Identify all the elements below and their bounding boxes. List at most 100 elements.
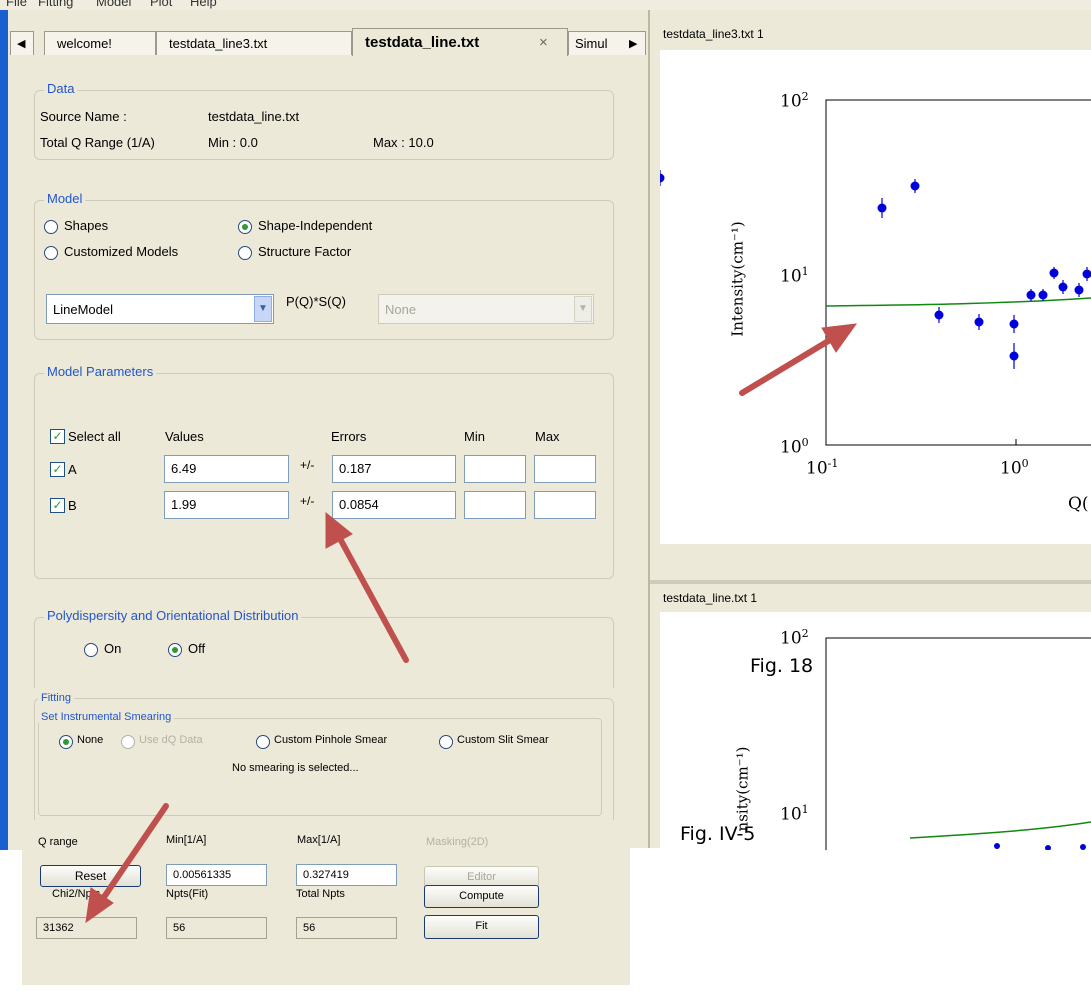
radio-structure-factor[interactable] (238, 246, 252, 260)
tick-exp: 0 (801, 436, 809, 449)
tab-scroll-left-icon[interactable]: ◀ (10, 31, 34, 55)
npts-fit-label: Npts(Fit) (166, 888, 209, 900)
menu-plot[interactable]: Plot (150, 0, 173, 9)
param-a-label: A (68, 462, 77, 477)
plot1-data-point (1074, 285, 1084, 295)
tick-exp: 1 (801, 265, 809, 278)
q-max-header: Max[1/A] (297, 834, 341, 846)
tick-base: 10 (780, 628, 802, 649)
tick-exp: 2 (801, 627, 809, 640)
fit-button[interactable]: Fit (424, 915, 539, 939)
plot2-canvas[interactable] (660, 612, 1091, 850)
menu-model[interactable]: Model (96, 0, 132, 9)
chevron-down-icon[interactable]: ▼ (254, 296, 272, 322)
select-all-checkbox[interactable]: ✓ (50, 429, 65, 444)
q-min-header: Min[1/A] (166, 834, 207, 846)
reset-button[interactable]: Reset (40, 865, 141, 887)
smearing-group (38, 718, 602, 816)
tick-base: 10 (780, 804, 802, 825)
radio-smear-pinhole[interactable] (256, 735, 270, 749)
plot1-data-point (660, 173, 665, 183)
param-b-max-input[interactable] (534, 491, 596, 519)
radio-smear-none[interactable] (59, 735, 73, 749)
q-max-value: Max : 10.0 (373, 135, 434, 150)
plot1-ytick-bottom: 100 (780, 436, 809, 458)
structure-factor-select[interactable]: None ▼ (378, 294, 594, 324)
tab-bar: ◀ welcome! testdata_line3.txt testdata_l… (8, 27, 648, 56)
menu-file[interactable]: File (6, 0, 27, 9)
radio-customized-models[interactable] (44, 246, 58, 260)
tab-label: testdata_line3.txt (169, 36, 268, 51)
plot2-data-point (1045, 845, 1051, 850)
plot1-data-point (1009, 351, 1019, 361)
param-a-min-input[interactable] (464, 455, 526, 483)
tab-scroll-right-icon[interactable]: ▶ (629, 38, 638, 50)
plot1-ylabel: Intensity(cm⁻¹) (728, 221, 747, 337)
figure-caption-iv5: Fig. IV-5 (680, 823, 756, 845)
plot1-fit-line (825, 297, 1091, 307)
radio-smear-pinhole-label: Custom Pinhole Smear (274, 734, 388, 746)
total-npts-label: Total Npts (296, 888, 345, 900)
plot1-xtick-0: 10-1 (806, 457, 838, 479)
menu-fitting[interactable]: Fitting (38, 0, 74, 9)
panel-splitter[interactable] (648, 10, 650, 850)
select-all-label: Select all (68, 429, 121, 444)
tab-welcome[interactable]: welcome! (44, 31, 156, 55)
param-a-value-input[interactable]: 6.49 (164, 455, 289, 483)
q-min-input[interactable]: 0.00561335 (166, 864, 267, 886)
tab-simul[interactable]: Simul ▶ (568, 31, 646, 55)
tick-exp: 1 (801, 803, 809, 816)
smearing-group-title: Set Instrumental Smearing (38, 711, 175, 723)
polydispersity-title: Polydispersity and Orientational Distrib… (44, 608, 302, 623)
tick-exp: 0 (1021, 457, 1029, 470)
param-b-min-input[interactable] (464, 491, 526, 519)
radio-poly-off[interactable] (168, 643, 182, 657)
param-b-value-input[interactable]: 1.99 (164, 491, 289, 519)
radio-smear-slit[interactable] (439, 735, 453, 749)
param-b-checkbox[interactable]: ✓ (50, 498, 65, 513)
tab-close-icon[interactable]: × (539, 34, 548, 51)
caption-area (630, 848, 1091, 991)
radio-smear-slit-label: Custom Slit Smear (457, 734, 549, 746)
plot2-title: testdata_line.txt 1 (663, 591, 758, 605)
model-select[interactable]: LineModel ▼ (46, 294, 274, 324)
plot1-data-point (1082, 269, 1091, 279)
chi2-value: 31362 (36, 917, 137, 939)
radio-shape-independent[interactable] (238, 220, 252, 234)
fit-panel (8, 10, 648, 850)
plot1-data-point (910, 181, 920, 191)
radio-poly-on[interactable] (84, 643, 98, 657)
radio-structure-factor-label: Structure Factor (258, 244, 352, 259)
q-max-input[interactable]: 0.327419 (296, 864, 397, 886)
radio-shapes[interactable] (44, 220, 58, 234)
plot1-data-point (974, 317, 984, 327)
polydispersity-group (34, 617, 614, 688)
radio-smear-dq-label: Use dQ Data (139, 734, 203, 746)
npts-fit-value: 56 (166, 917, 267, 939)
plot1-data-point (1026, 290, 1036, 300)
tab-testdata-line3[interactable]: testdata_line3.txt (156, 31, 352, 55)
q-range-label: Total Q Range (1/A) (40, 135, 155, 150)
param-a-max-input[interactable] (534, 455, 596, 483)
plot1-ytick-mid: 101 (780, 265, 809, 287)
chevron-down-icon[interactable]: ▼ (574, 296, 592, 322)
param-a-checkbox[interactable]: ✓ (50, 462, 65, 477)
plot1-data-point (1058, 282, 1068, 292)
plot1-canvas[interactable] (660, 50, 1091, 544)
tick-base: 10 (780, 91, 802, 112)
radio-smear-dq[interactable] (121, 735, 135, 749)
param-a-pm: +/- (300, 458, 315, 472)
menu-help[interactable]: Help (190, 0, 217, 9)
plot2-ytick-mid: 101 (780, 803, 809, 825)
q-range-row-label: Q range (38, 836, 78, 848)
tick-base: 10 (806, 458, 828, 479)
plot1-frame (825, 99, 1091, 446)
tab-label: welcome! (57, 36, 112, 51)
tab-testdata-line[interactable]: testdata_line.txt × (352, 28, 568, 56)
plot2-ytick-top: 102 (780, 627, 809, 649)
plot2-frame (825, 637, 1091, 850)
tab-label: testdata_line.txt (365, 34, 480, 51)
compute-button[interactable]: Compute (424, 885, 539, 908)
total-npts-value: 56 (296, 917, 397, 939)
menu-bar: File Fitting Model Plot Help (0, 0, 1091, 10)
